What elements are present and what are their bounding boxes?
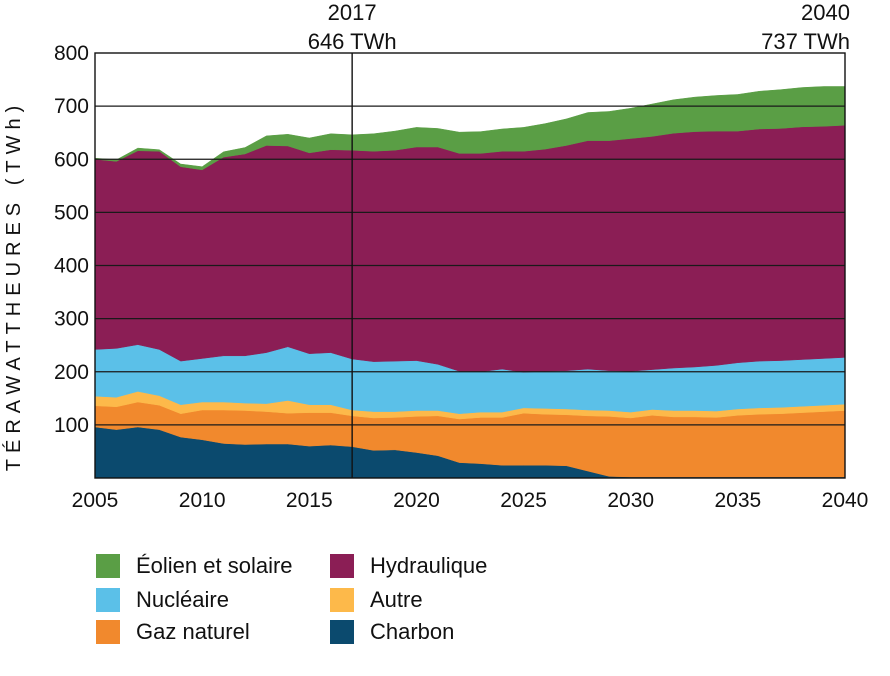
y-axis-label: TÉRAWATTHEURES (TWh) — [2, 100, 25, 471]
annotation-value: 646 TWh — [308, 29, 397, 54]
y-tick-label: 300 — [54, 308, 89, 331]
y-axis-ticks: 100 200 300 400 500 600 700 800 — [54, 42, 89, 437]
x-tick-label: 2005 — [72, 489, 119, 512]
legend: Éolien et solaire Hydraulique Nucléaire … — [96, 552, 556, 652]
legend-label: Nucléaire — [136, 587, 229, 612]
legend-label: Éolien et solaire — [136, 553, 293, 578]
y-tick-label: 500 — [54, 201, 89, 224]
x-tick-label: 2015 — [286, 489, 333, 512]
gridlines — [95, 105, 845, 426]
legend-swatch-hydraulique — [330, 554, 354, 578]
legend-label: Gaz naturel — [136, 619, 250, 644]
annotations: 2017 646 TWh 2040 737 TWh — [308, 0, 850, 54]
legend-item-hydraulique: Hydraulique — [330, 552, 487, 580]
area-series-group — [94, 86, 846, 479]
y-tick-label: 200 — [54, 361, 89, 384]
legend-item-eolien-solaire: Éolien et solaire — [96, 552, 293, 580]
y-tick-label: 700 — [54, 95, 89, 118]
annotation-year: 2017 — [328, 0, 377, 25]
legend-label: Charbon — [370, 619, 455, 644]
legend-swatch-eolien-solaire — [96, 554, 120, 578]
x-tick-label: 2020 — [393, 489, 440, 512]
y-tick-label: 600 — [54, 148, 89, 171]
legend-label: Autre — [370, 587, 423, 612]
legend-item-autre: Autre — [330, 586, 423, 614]
x-tick-label: 2035 — [714, 489, 761, 512]
annotation-value: 737 TWh — [761, 29, 850, 54]
legend-item-gaz-naturel: Gaz naturel — [96, 618, 250, 646]
y-tick-label: 800 — [54, 42, 89, 65]
plot-frame — [94, 52, 846, 479]
area-hydraulique — [94, 124, 846, 373]
x-axis-ticks: 2005 2010 2015 2020 2025 2030 2035 2040 — [72, 489, 869, 512]
legend-label: Hydraulique — [370, 553, 488, 578]
plot-border — [94, 52, 846, 479]
annotation-year: 2040 — [801, 0, 850, 25]
y-tick-label: 400 — [54, 255, 89, 278]
legend-swatch-charbon — [330, 620, 354, 644]
legend-swatch-gaz-naturel — [96, 620, 120, 644]
x-tick-label: 2040 — [822, 489, 869, 512]
legend-item-nucleaire: Nucléaire — [96, 586, 229, 614]
legend-swatch-nucleaire — [96, 588, 120, 612]
legend-swatch-autre — [330, 588, 354, 612]
x-tick-label: 2030 — [607, 489, 654, 512]
y-tick-label: 100 — [54, 414, 89, 437]
legend-item-charbon: Charbon — [330, 618, 454, 646]
x-tick-label: 2025 — [500, 489, 547, 512]
x-tick-label: 2010 — [179, 489, 226, 512]
